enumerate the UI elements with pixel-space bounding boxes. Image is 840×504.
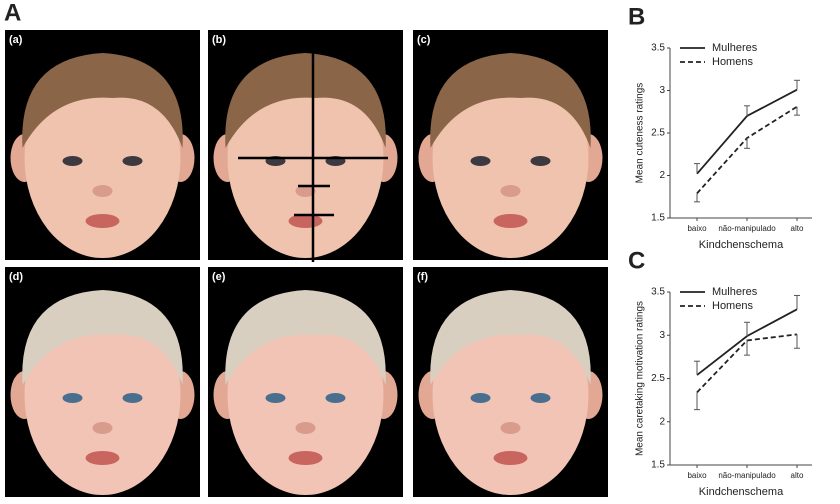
panel-label: (f) — [417, 271, 428, 283]
hair — [430, 53, 591, 148]
nose — [295, 422, 316, 434]
panel-label: (b) — [212, 34, 226, 46]
y-tick-label: 3 — [659, 330, 665, 341]
mouth — [493, 451, 528, 465]
hair — [22, 290, 183, 385]
x-tick-label: baixo — [687, 224, 707, 233]
mouth — [85, 451, 120, 465]
nose — [500, 185, 521, 197]
y-tick-label: 2 — [659, 170, 665, 181]
nose — [92, 422, 113, 434]
nose — [500, 422, 521, 434]
legend-label: Mulheres — [712, 42, 758, 54]
y-tick-label: 2.5 — [651, 373, 665, 384]
figure-label: A — [4, 0, 21, 26]
legend-label: Homens — [712, 300, 753, 312]
face — [227, 295, 384, 495]
y-tick-label: 2 — [659, 416, 665, 427]
x-tick-label: alto — [791, 471, 804, 480]
face — [432, 295, 589, 495]
panel-label: (a) — [9, 34, 23, 46]
legend-label: Homens — [712, 56, 753, 68]
x-tick-label: baixo — [687, 471, 707, 480]
y-axis-label: Mean caretaking motivation ratings — [635, 301, 646, 456]
panel-label: (d) — [9, 271, 23, 283]
nose — [92, 185, 113, 197]
x-axis-label: Kindchenschema — [699, 239, 784, 251]
chart-label: C — [628, 247, 645, 274]
panel-label: (e) — [212, 271, 226, 283]
nose — [295, 185, 316, 197]
y-tick-label: 1.5 — [651, 213, 665, 224]
x-tick-label: não-manipulado — [718, 471, 776, 480]
eye — [265, 393, 286, 403]
eye — [530, 156, 551, 166]
y-tick-label: 1.5 — [651, 460, 665, 471]
face — [432, 58, 589, 258]
eye — [62, 393, 83, 403]
legend-label: Mulheres — [712, 286, 758, 298]
x-axis-label: Kindchenschema — [699, 486, 784, 498]
eye — [470, 156, 491, 166]
eye — [122, 393, 143, 403]
y-axis-label: Mean cuteness ratings — [635, 83, 646, 184]
y-tick-label: 2.5 — [651, 128, 665, 139]
face — [24, 58, 181, 258]
y-tick-label: 3.5 — [651, 43, 665, 54]
eye — [470, 393, 491, 403]
eye — [122, 156, 143, 166]
hair — [225, 53, 386, 148]
eye — [530, 393, 551, 403]
photo-grid: (a) (b) (c) (d) (e) (f) — [5, 30, 608, 497]
hair — [225, 290, 386, 385]
hair — [430, 290, 591, 385]
eye — [62, 156, 83, 166]
hair — [22, 53, 183, 148]
chart-label: B — [628, 3, 645, 30]
y-tick-label: 3 — [659, 85, 665, 96]
x-tick-label: alto — [791, 224, 804, 233]
x-tick-label: não-manipulado — [718, 224, 776, 233]
series-line — [696, 105, 798, 194]
eye — [325, 393, 346, 403]
y-tick-label: 3.5 — [651, 287, 665, 298]
series-line — [696, 88, 798, 175]
face — [24, 295, 181, 495]
mouth — [288, 451, 323, 465]
mouth — [493, 214, 528, 228]
panel-label: (c) — [417, 34, 431, 46]
mouth — [85, 214, 120, 228]
